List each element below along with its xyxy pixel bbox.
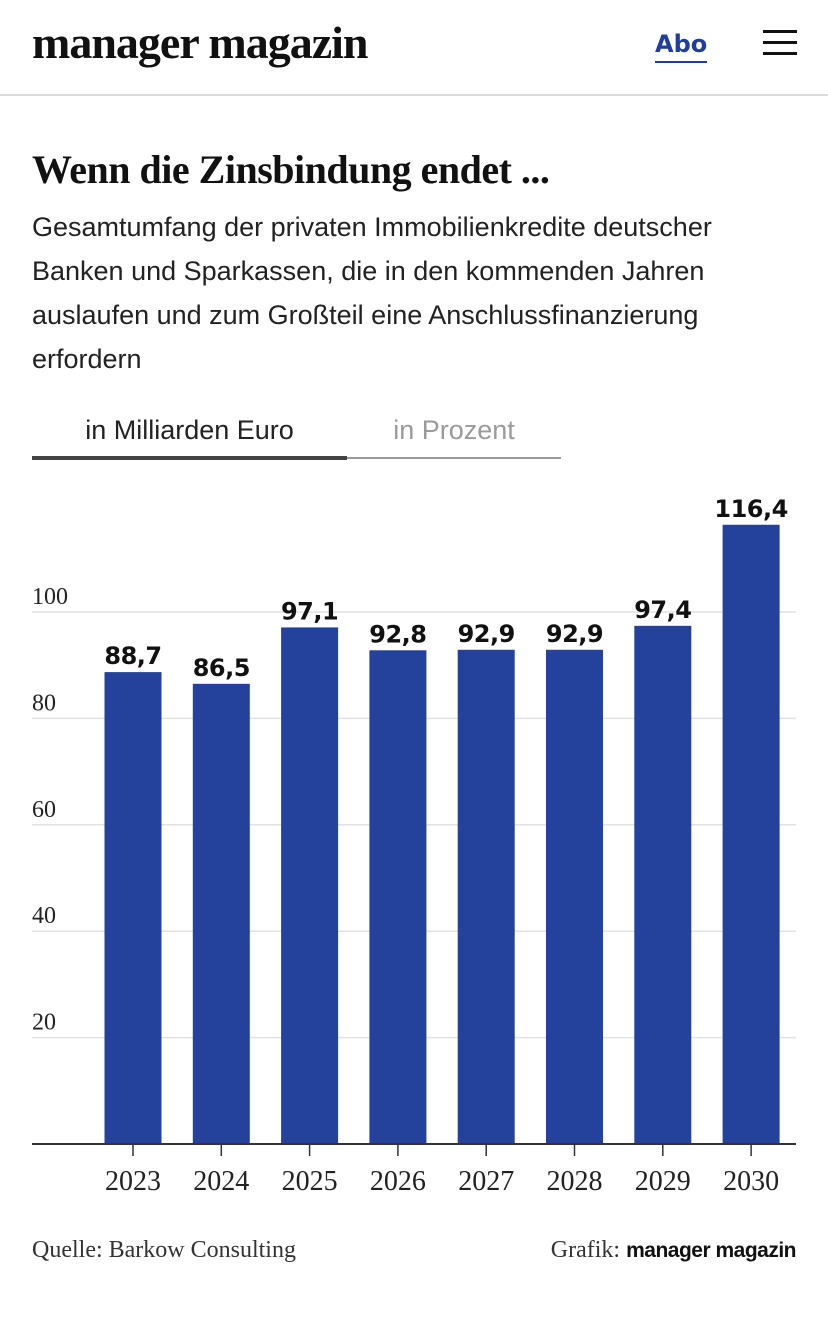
chart-title: Wenn die Zinsbindung endet ... bbox=[32, 147, 550, 192]
x-tick-label: 2028 bbox=[547, 1166, 603, 1197]
x-tick-label: 2024 bbox=[193, 1166, 249, 1197]
menu-line bbox=[763, 52, 797, 55]
data-label: 92,9 bbox=[546, 620, 603, 648]
data-label: 92,9 bbox=[458, 620, 515, 648]
hamburger-menu-icon[interactable] bbox=[763, 30, 797, 56]
y-tick-label: 60 bbox=[32, 797, 56, 823]
data-label: 86,5 bbox=[193, 654, 250, 682]
tab-milliarden-euro[interactable]: in Milliarden Euro bbox=[32, 404, 347, 460]
x-tick-label: 2025 bbox=[282, 1166, 338, 1197]
menu-line bbox=[763, 30, 797, 33]
data-label: 116,4 bbox=[714, 495, 787, 523]
credit-brand: manager magazin bbox=[626, 1239, 796, 1262]
x-tick-label: 2030 bbox=[723, 1166, 779, 1197]
bar-chart: 20 40 60 80 100 88,7 2023 86,5 2024 97,1 2025 92,8 2… bbox=[32, 495, 796, 1197]
menu-line bbox=[763, 41, 797, 44]
chart-subtitle: Gesamtumfang der privaten Immobilienkred… bbox=[32, 212, 712, 374]
y-tick-label: 20 bbox=[32, 1010, 56, 1036]
source-note: Quelle: Barkow Consulting bbox=[32, 1237, 296, 1263]
unit-tabs: in Milliarden Euro in Prozent bbox=[32, 404, 561, 460]
data-label: 92,8 bbox=[369, 620, 426, 648]
y-tick-label: 80 bbox=[32, 690, 56, 716]
data-label: 97,4 bbox=[634, 596, 691, 624]
bar-2024 bbox=[192, 683, 250, 1144]
x-tick-label: 2026 bbox=[370, 1166, 426, 1197]
bar-2025 bbox=[281, 627, 339, 1144]
x-tick-label: 2027 bbox=[458, 1166, 514, 1197]
y-tick-label: 100 bbox=[32, 584, 68, 610]
bar-2027 bbox=[457, 649, 515, 1144]
y-tick-label: 40 bbox=[32, 903, 56, 929]
data-label: 97,1 bbox=[281, 597, 338, 625]
site-logo[interactable]: manager magazin bbox=[32, 17, 369, 68]
data-label: 88,7 bbox=[104, 642, 161, 670]
x-tick-label: 2029 bbox=[635, 1166, 691, 1197]
bar-2023 bbox=[104, 672, 162, 1144]
x-tick-label: 2023 bbox=[105, 1166, 161, 1197]
bar-2026 bbox=[369, 650, 427, 1144]
bar-2028 bbox=[546, 649, 603, 1144]
tab-prozent[interactable]: in Prozent bbox=[347, 404, 561, 459]
bar-2030 bbox=[722, 524, 780, 1144]
graphic-credit: Grafik: manager magazin bbox=[550, 1232, 797, 1269]
bar-2029 bbox=[634, 625, 692, 1144]
abo-link[interactable]: Abo bbox=[655, 28, 708, 63]
credit-prefix: Grafik: bbox=[550, 1237, 621, 1263]
site-header: manager magazin Abo bbox=[0, 0, 828, 96]
